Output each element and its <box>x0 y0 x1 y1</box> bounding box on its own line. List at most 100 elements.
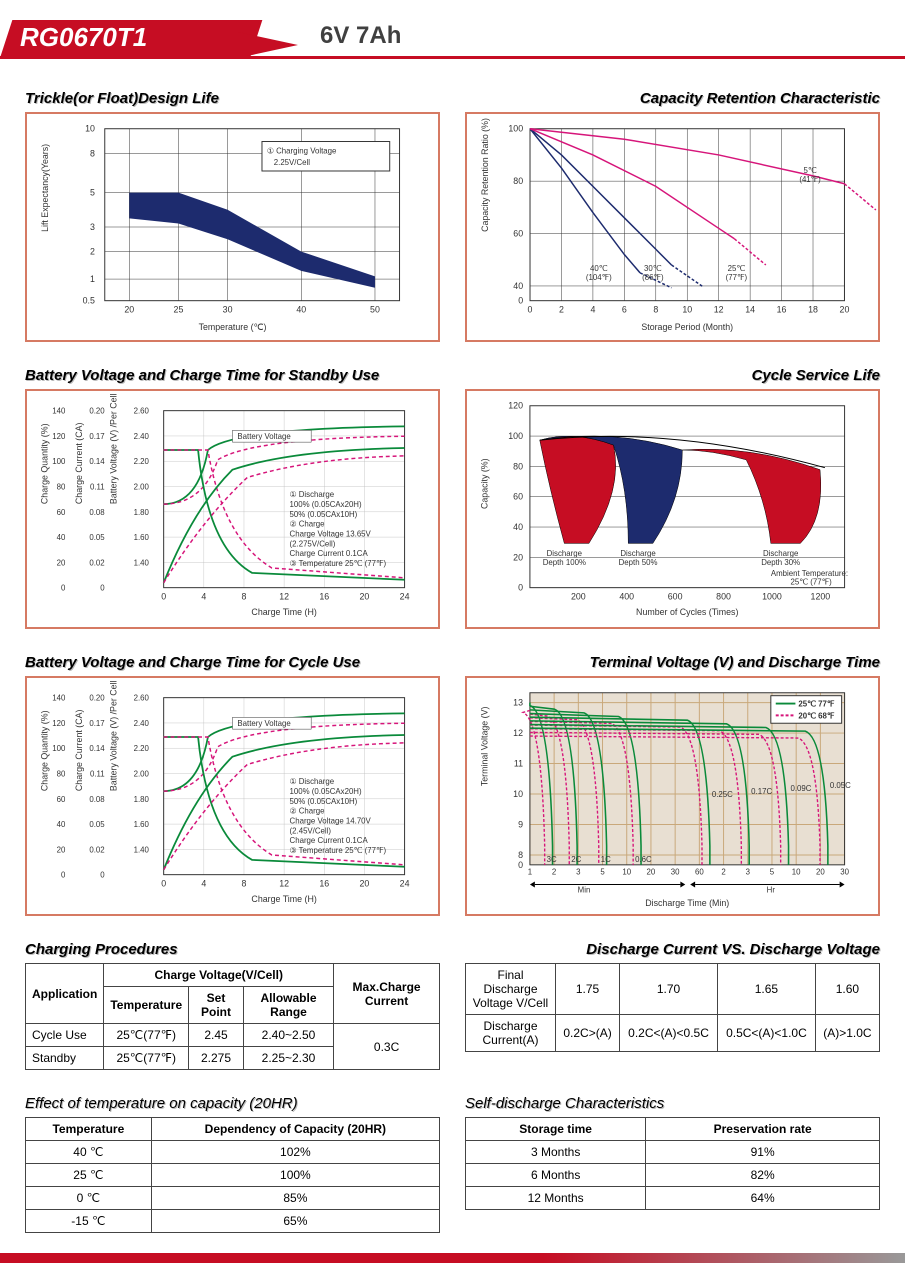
svg-text:50: 50 <box>370 304 380 314</box>
svg-text:Charge Quantity (%): Charge Quantity (%) <box>40 423 50 504</box>
svg-text:2.20: 2.20 <box>134 744 150 753</box>
svg-text:③ Temperature 25℃ (77℉): ③ Temperature 25℃ (77℉) <box>290 846 387 855</box>
svg-text:Battery Voltage (V) /Per Cell: Battery Voltage (V) /Per Cell <box>108 680 118 791</box>
charging-title: Charging Procedures <box>25 941 440 958</box>
svg-text:100: 100 <box>52 457 66 466</box>
svg-text:(41℉): (41℉) <box>799 175 821 184</box>
svg-text:600: 600 <box>668 591 683 601</box>
svg-text:1.80: 1.80 <box>134 795 150 804</box>
svg-text:140: 140 <box>52 407 66 416</box>
chart-title-3: Battery Voltage and Charge Time for Stan… <box>25 367 440 384</box>
svg-text:1: 1 <box>90 274 95 284</box>
svg-text:3: 3 <box>746 868 751 877</box>
svg-text:8: 8 <box>242 878 247 888</box>
spec-text: 6V 7Ah <box>320 22 401 50</box>
svg-text:4: 4 <box>201 878 206 888</box>
svg-text:5℃: 5℃ <box>803 166 816 175</box>
svg-text:Min: Min <box>578 885 591 894</box>
th-max-current: Max.Charge Current <box>334 964 440 1024</box>
svg-text:20℃ 68℉: 20℃ 68℉ <box>798 711 834 720</box>
svg-text:1.40: 1.40 <box>134 558 150 567</box>
svg-text:60: 60 <box>57 508 66 517</box>
svg-text:(2.45V/Cell): (2.45V/Cell) <box>290 826 332 835</box>
svg-text:2: 2 <box>559 304 564 314</box>
svg-text:120: 120 <box>52 719 66 728</box>
svg-text:Ambient Temperature:: Ambient Temperature: <box>771 569 848 578</box>
svg-text:16: 16 <box>319 591 329 601</box>
svg-text:25℃ 77℉: 25℃ 77℉ <box>798 700 834 709</box>
svg-text:Charge Current 0.1CA: Charge Current 0.1CA <box>290 836 369 845</box>
svg-text:4: 4 <box>590 304 595 314</box>
chart-row-1: Trickle(or Float)Design Life Lift Expect… <box>25 90 880 342</box>
svg-text:1.60: 1.60 <box>134 820 150 829</box>
footer-bar <box>0 1253 905 1263</box>
svg-text:0.20: 0.20 <box>89 694 105 703</box>
svg-text:Discharge: Discharge <box>763 549 799 558</box>
svg-text:0.6C: 0.6C <box>635 855 652 864</box>
svg-text:140: 140 <box>52 694 66 703</box>
svg-text:(86℉): (86℉) <box>642 273 664 282</box>
svg-text:0.09C: 0.09C <box>791 784 812 793</box>
svg-text:30℃: 30℃ <box>644 264 662 273</box>
svg-text:20: 20 <box>816 868 825 877</box>
svg-text:② Charge: ② Charge <box>290 520 326 529</box>
svg-text:100% (0.05CAx20H): 100% (0.05CAx20H) <box>290 787 362 796</box>
svg-text:3: 3 <box>576 868 581 877</box>
svg-text:0: 0 <box>161 878 166 888</box>
svg-text:800: 800 <box>716 591 731 601</box>
svg-text:11: 11 <box>514 759 523 769</box>
svg-text:16: 16 <box>777 304 787 314</box>
svg-text:20: 20 <box>513 552 523 562</box>
svg-text:10: 10 <box>682 304 692 314</box>
svg-text:10: 10 <box>622 868 631 877</box>
svg-text:Temperature (℃): Temperature (℃) <box>199 322 267 332</box>
table-discharge: Final Discharge Voltage V/Cell 1.75 1.70… <box>465 963 880 1052</box>
svg-text:0: 0 <box>528 304 533 314</box>
svg-text:30: 30 <box>223 304 233 314</box>
svg-text:0.11: 0.11 <box>90 769 105 778</box>
svg-text:Charge Quantity (%): Charge Quantity (%) <box>40 710 50 791</box>
svg-text:40: 40 <box>296 304 306 314</box>
svg-text:20: 20 <box>840 304 850 314</box>
chart-standby: Charge Quantity (%)Charge Current (CA)Ba… <box>25 389 440 629</box>
table-row: 40 ℃102% <box>26 1141 440 1164</box>
svg-text:Terminal Voltage (V): Terminal Voltage (V) <box>480 706 490 786</box>
svg-text:2.00: 2.00 <box>134 482 150 491</box>
svg-text:9: 9 <box>518 819 523 829</box>
svg-text:12: 12 <box>714 304 724 314</box>
svg-text:20: 20 <box>57 845 66 854</box>
table-row: -15 ℃65% <box>26 1210 440 1233</box>
svg-text:2.25V/Cell: 2.25V/Cell <box>274 158 311 167</box>
svg-text:12: 12 <box>279 878 289 888</box>
table-row: Discharge Current(A) 0.2C>(A) 0.2C<(A)<0… <box>466 1015 880 1052</box>
chart-capacity-retention: Capacity Retention Ratio (%) 0406080100 … <box>465 112 880 342</box>
svg-text:120: 120 <box>52 432 66 441</box>
svg-text:1: 1 <box>528 868 532 877</box>
svg-text:24: 24 <box>400 878 410 888</box>
svg-text:2C: 2C <box>571 855 581 864</box>
svg-text:Depth 30%: Depth 30% <box>761 558 800 567</box>
chart-row-2: Battery Voltage and Charge Time for Stan… <box>25 367 880 629</box>
table-self-discharge: Storage timePreservation rate 3 Months91… <box>465 1117 880 1210</box>
svg-text:80: 80 <box>513 461 523 471</box>
svg-text:0.17: 0.17 <box>89 432 104 441</box>
svg-text:0.25C: 0.25C <box>712 790 733 799</box>
svg-text:13: 13 <box>513 698 523 708</box>
svg-text:0.11: 0.11 <box>90 482 105 491</box>
table-row: 12 Months64% <box>466 1187 880 1210</box>
svg-text:③ Temperature 25℃ (77℉): ③ Temperature 25℃ (77℉) <box>290 559 387 568</box>
svg-text:50% (0.05CAx10H): 50% (0.05CAx10H) <box>290 510 358 519</box>
table-row: 3 Months91% <box>466 1141 880 1164</box>
svg-text:0.08: 0.08 <box>89 795 105 804</box>
tables-row-2: Effect of temperature on capacity (20HR)… <box>25 1095 880 1233</box>
svg-text:(104℉): (104℉) <box>586 273 612 282</box>
svg-text:5: 5 <box>770 868 775 877</box>
svg-text:25℃: 25℃ <box>728 264 746 273</box>
svg-text:2.40: 2.40 <box>134 719 150 728</box>
svg-text:Charge Current (CA): Charge Current (CA) <box>74 422 84 504</box>
svg-text:25: 25 <box>174 304 184 314</box>
svg-text:8: 8 <box>242 591 247 601</box>
svg-text:2.60: 2.60 <box>134 407 150 416</box>
svg-text:400: 400 <box>619 591 634 601</box>
svg-text:1.40: 1.40 <box>134 845 150 854</box>
